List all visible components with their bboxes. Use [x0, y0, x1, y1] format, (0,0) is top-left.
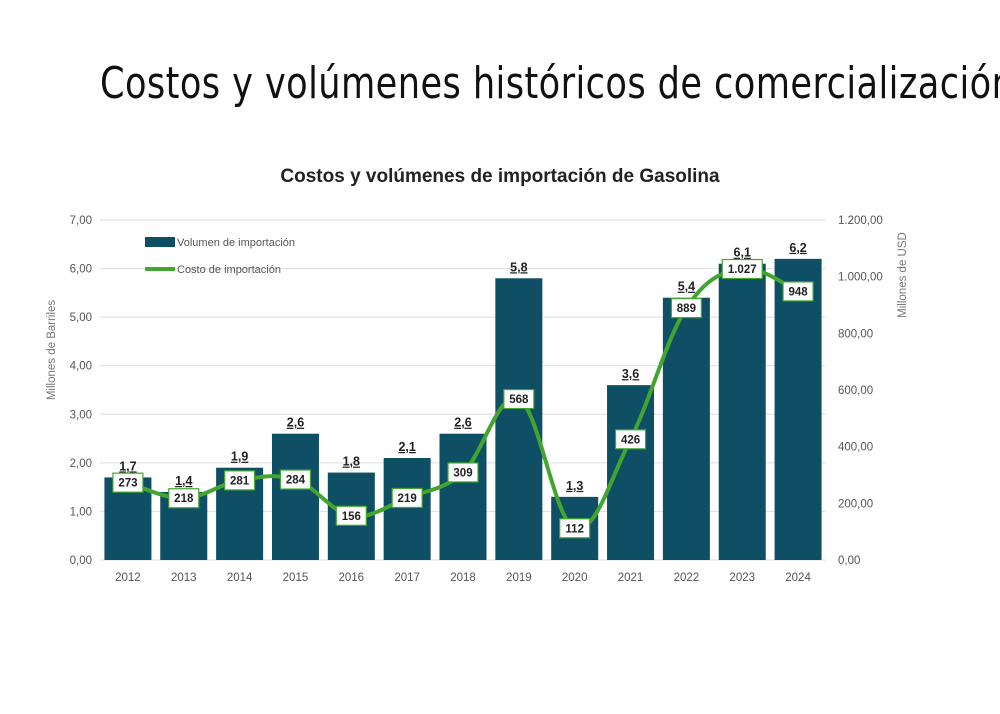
y-tick-label: 4,00	[70, 361, 92, 373]
bar-value-label: 1,8	[343, 455, 360, 469]
bar	[774, 258, 822, 560]
line-value-label: 273	[118, 478, 137, 490]
line-value-label: 156	[342, 511, 361, 523]
bar-value-label: 3,6	[622, 367, 639, 381]
y-tick-label: 3,00	[70, 409, 92, 421]
y2-axis-title: Millones de USD	[897, 232, 909, 318]
bar-value-label: 2,6	[287, 416, 304, 430]
bar-value-label: 5,4	[678, 280, 695, 294]
legend-bar-swatch	[145, 237, 175, 247]
y2-tick-label: 200,00	[838, 498, 873, 510]
x-tick-label: 2019	[506, 572, 532, 584]
y2-tick-label: 600,00	[838, 385, 873, 397]
line-label-box	[335, 505, 367, 526]
chart: Costos y volúmenes de importación de Gas…	[46, 166, 909, 584]
line-value-label: 568	[509, 394, 529, 406]
x-tick-label: 2013	[171, 572, 197, 584]
line-label-box	[168, 488, 200, 509]
x-tick-label: 2017	[394, 572, 420, 584]
y-tick-label: 2,00	[70, 458, 92, 470]
line-label-box	[391, 487, 423, 509]
legend-bar-label: Volumen de importación	[177, 237, 295, 249]
y2-tick-label: 1.200,00	[838, 215, 883, 227]
y2-tick-label: 1.000,00	[838, 272, 883, 284]
line-value-label: 281	[230, 475, 250, 487]
line-label-box	[112, 472, 144, 493]
x-tick-label: 2024	[785, 572, 811, 584]
line-value-label: 948	[788, 286, 808, 298]
x-tick-label: 2016	[339, 572, 365, 584]
bar-value-label: 6,2	[789, 241, 806, 255]
bar-value-label: 6,1	[734, 246, 751, 260]
line-label-box	[279, 469, 312, 490]
bar	[383, 458, 431, 560]
bar-value-label: 1,3	[566, 479, 583, 493]
bar-series: 1,7 1,4 1,9 2,6 1,8 2,1 2,6 5,8 1,3 3,6 5,4 6,1 6,2	[104, 241, 822, 560]
bar-value-label: 5,8	[510, 260, 527, 274]
line-value-label: 112	[565, 523, 584, 535]
line-value-label: 889	[677, 303, 696, 315]
y-tick-label: 0,00	[70, 555, 92, 567]
y2-tick-label: 800,00	[838, 328, 873, 340]
bar	[495, 278, 543, 560]
x-tick-label: 2023	[729, 572, 755, 584]
axes: 0,00 1,00 2,00 3,00 4,00 5,00 6,00 7,00 0,00 200,…	[46, 215, 909, 584]
line-label-box	[447, 462, 479, 483]
line-label-box	[614, 429, 647, 450]
x-tick-label: 2021	[618, 572, 644, 584]
x-tick-label: 2018	[450, 572, 476, 584]
line-label-box	[721, 258, 763, 280]
y2-tick-label: 400,00	[838, 442, 873, 454]
bar-value-label: 2,1	[398, 440, 415, 454]
x-tick-label: 2015	[283, 572, 309, 584]
x-tick-label: 2012	[115, 572, 141, 584]
line-value-label: 1.027	[728, 264, 757, 276]
bar-value-label: 1,9	[231, 450, 248, 464]
y-axis-title: Millones de Barriles	[46, 300, 58, 401]
line-value-label: 426	[621, 434, 640, 446]
line-label-box	[559, 518, 591, 539]
y-tick-label: 7,00	[70, 215, 92, 227]
line-series: 273 218 281 284 156 219 309 568 112 426 889 1.027 94…	[112, 258, 814, 539]
y2-tick-label: 0,00	[838, 555, 860, 567]
line-label-box	[503, 388, 535, 410]
line-value-label: 219	[398, 493, 417, 505]
page-title: Costos y volúmenes históricos de comerci…	[100, 58, 1000, 109]
line-label-box	[670, 298, 702, 319]
y-tick-label: 6,00	[70, 264, 92, 276]
chart-title: Costos y volúmenes de importación de Gas…	[280, 166, 720, 187]
bar-value-label: 2,6	[454, 416, 471, 430]
bar	[439, 433, 487, 560]
line-label-box	[782, 281, 814, 302]
bar	[718, 263, 766, 560]
x-tick-label: 2020	[562, 572, 588, 584]
line-value-label: 218	[174, 493, 194, 505]
line-label-box	[224, 470, 256, 491]
y-tick-label: 5,00	[70, 312, 92, 324]
line-value-label: 309	[453, 467, 472, 479]
legend: Volumen de importación Costo de importaci…	[145, 237, 295, 276]
bar-value-label: 1,7	[119, 459, 136, 473]
bar	[271, 433, 319, 560]
y-tick-label: 1,00	[70, 506, 92, 518]
legend-line-label: Costo de importación	[177, 264, 281, 276]
x-tick-label: 2014	[227, 572, 253, 584]
x-tick-label: 2022	[674, 572, 700, 584]
line-value-label: 284	[286, 475, 306, 487]
bar-value-label: 1,4	[175, 474, 192, 488]
